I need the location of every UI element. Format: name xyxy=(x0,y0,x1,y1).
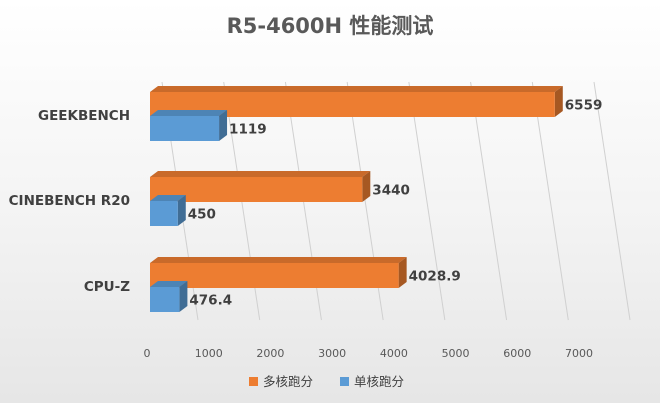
x-tick-6000: 6000 xyxy=(503,347,531,360)
legend-label-single-core: 单核跑分 xyxy=(354,374,404,389)
category-label-geekbench: GEEKBENCH xyxy=(38,108,130,124)
bar-top-single-core-cpu-z xyxy=(150,281,188,287)
x-tick-7000: 7000 xyxy=(565,347,593,360)
x-axis-ticks: 0 1000 2000 3000 4000 5000 6000 7000 xyxy=(144,347,594,360)
bar-single-core-cpu-z xyxy=(150,287,180,312)
chart-title: R5-4600H 性能测试 xyxy=(227,14,434,38)
bar-top-single-core-cinebench-r20 xyxy=(150,195,186,201)
gridline-6000 xyxy=(531,81,569,321)
data-labels: 6559 1119 3440 450 4028.9 476.4 xyxy=(188,98,603,309)
bar-top-multi-core-geekbench xyxy=(150,86,563,92)
data-label-single-core-cpu-z: 476.4 xyxy=(189,293,232,309)
legend-label-multi-core: 多核跑分 xyxy=(263,374,313,389)
x-tick-3000: 3000 xyxy=(318,347,346,360)
x-tick-5000: 5000 xyxy=(442,347,470,360)
x-tick-0: 0 xyxy=(144,347,151,360)
bar-multi-core-cpu-z xyxy=(150,263,399,288)
bar-side-single-core-cpu-z xyxy=(179,281,188,312)
gridline-5000 xyxy=(470,81,508,321)
gridline-4000 xyxy=(408,81,446,321)
category-label-cpu-z: CPU-Z xyxy=(84,279,130,295)
bars xyxy=(150,86,563,312)
bar-side-single-core-geekbench xyxy=(219,110,228,141)
x-tick-4000: 4000 xyxy=(380,347,408,360)
bar-single-core-cinebench-r20 xyxy=(150,201,178,226)
bar-top-multi-core-cinebench-r20 xyxy=(150,171,371,177)
gridline-7000 xyxy=(593,81,631,321)
data-label-multi-core-cpu-z: 4028.9 xyxy=(409,269,461,285)
legend: 多核跑分 单核跑分 xyxy=(249,374,404,389)
x-tick-1000: 1000 xyxy=(195,347,223,360)
data-label-single-core-geekbench: 1119 xyxy=(229,122,267,138)
bar-side-multi-core-cinebench-r20 xyxy=(362,171,371,202)
legend-swatch-single-core xyxy=(340,377,349,386)
bar-side-multi-core-geekbench xyxy=(554,86,563,117)
category-label-cinebench-r20: CINEBENCH R20 xyxy=(9,193,130,209)
data-label-single-core-cinebench-r20: 450 xyxy=(188,207,216,223)
bar-top-multi-core-cpu-z xyxy=(150,257,407,263)
legend-swatch-multi-core xyxy=(249,377,258,386)
category-labels: GEEKBENCH CINEBENCH R20 CPU-Z xyxy=(9,108,131,295)
bar-side-single-core-cinebench-r20 xyxy=(177,195,186,226)
bar-single-core-geekbench xyxy=(150,116,220,141)
bar-top-single-core-geekbench xyxy=(150,110,228,116)
data-label-multi-core-cinebench-r20: 3440 xyxy=(372,183,410,199)
bar-side-multi-core-cpu-z xyxy=(398,257,407,288)
x-tick-2000: 2000 xyxy=(256,347,284,360)
data-label-multi-core-geekbench: 6559 xyxy=(565,98,603,114)
